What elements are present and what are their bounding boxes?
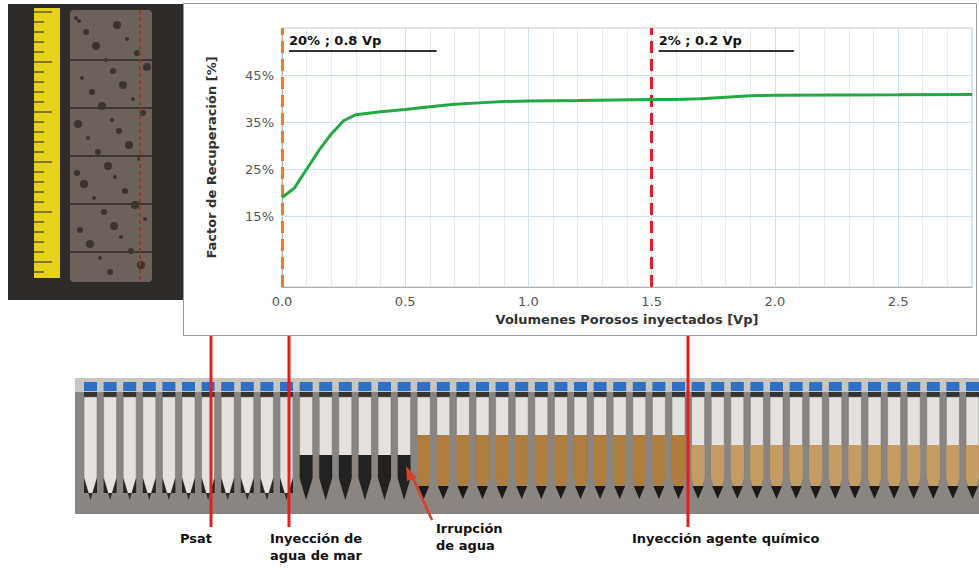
svg-text:20% ; 0.8 Vp: 20% ; 0.8 Vp <box>289 33 381 48</box>
svg-text:25%: 25% <box>245 162 274 177</box>
svg-text:1.5: 1.5 <box>641 294 662 309</box>
svg-text:15%: 15% <box>245 209 274 224</box>
svg-text:2% ; 0.2 Vp: 2% ; 0.2 Vp <box>659 33 742 48</box>
svg-text:Factor de Recuperación [%]: Factor de Recuperación [%] <box>204 56 219 258</box>
svg-text:1.0: 1.0 <box>518 294 539 309</box>
svg-text:45%: 45% <box>245 68 274 83</box>
svg-text:2.5: 2.5 <box>888 294 909 309</box>
html-text:Psat: Psat <box>180 531 212 546</box>
html-text:Inyección agente químico: Inyección agente químico <box>632 531 820 546</box>
svg-text:Volumenes Porosos inyectados [: Volumenes Porosos inyectados [Vp] <box>496 312 759 327</box>
svg-text:35%: 35% <box>245 115 274 130</box>
svg-text:0.5: 0.5 <box>395 294 416 309</box>
html-text:Inyección de agua de mar: Inyección de agua de mar <box>270 531 363 563</box>
svg-text:0.0: 0.0 <box>272 294 293 309</box>
svg-text:2.0: 2.0 <box>765 294 786 309</box>
html-text:Irrupción de agua: Irrupción de agua <box>436 521 503 553</box>
